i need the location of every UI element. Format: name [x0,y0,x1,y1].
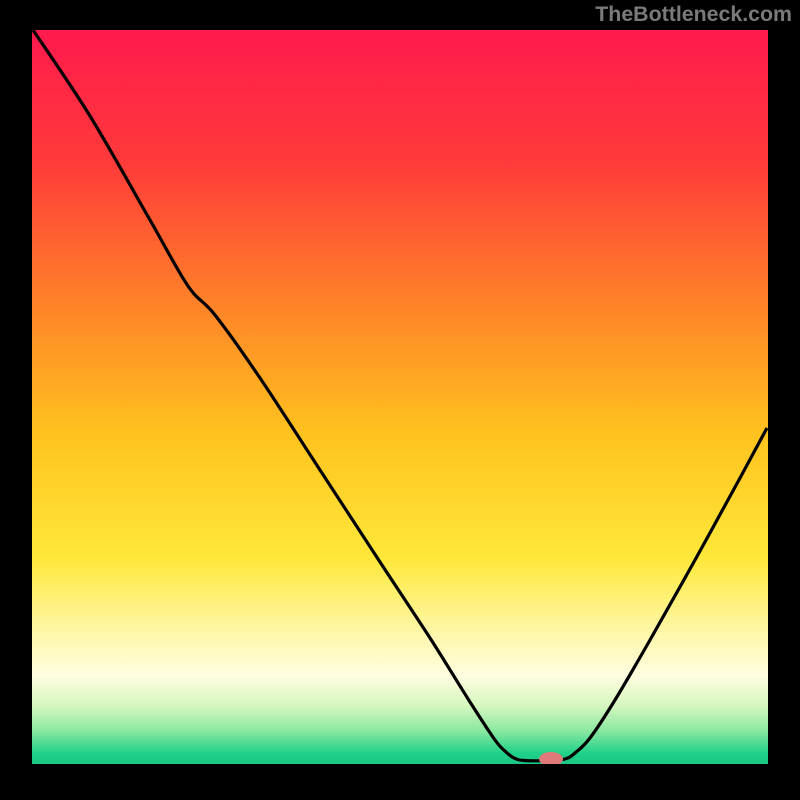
optimal-point-marker [539,752,563,766]
chart-container: TheBottleneck.com [0,0,800,800]
bottleneck-chart [0,0,800,800]
plot-background [32,30,768,764]
watermark-text: TheBottleneck.com [595,2,792,27]
